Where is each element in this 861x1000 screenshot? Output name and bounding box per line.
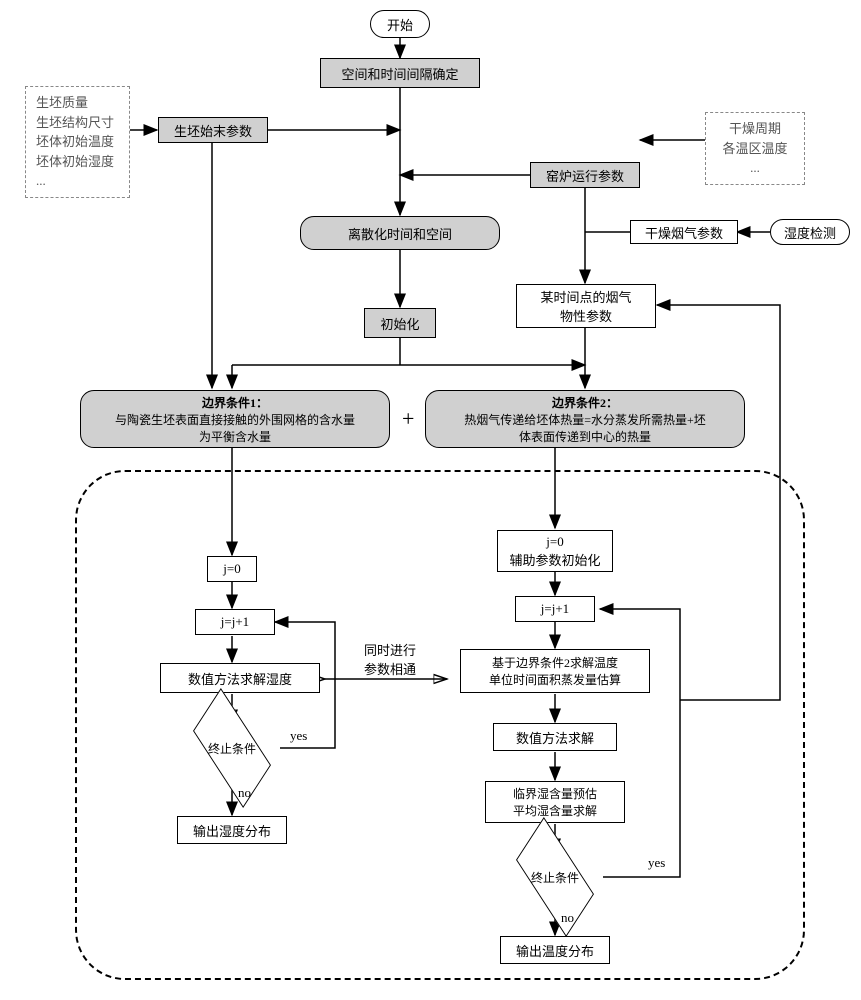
node-right-term: 终止条件 (510, 852, 600, 902)
bc1-title: 边界条件1： (202, 394, 268, 411)
node-right-numsolve: 数值方法求解 (493, 723, 617, 751)
annotation-right: 干燥周期 各温区温度 ... (705, 112, 805, 185)
ann-r1: 干燥周期 (716, 119, 794, 139)
node-flue-gas-params: 干燥烟气参数 (630, 220, 738, 244)
node-start: 开始 (370, 10, 430, 38)
node-left-solve: 数值方法求解湿度 (160, 663, 320, 693)
node-humidity-detect: 湿度检测 (770, 219, 850, 245)
node-bc2: 边界条件2： 热烟气传递给坯体热量=水分蒸发所需热量+坯 体表面传递到中心的热量 (425, 390, 745, 448)
node-green-params: 生坯始末参数 (158, 117, 268, 143)
node-init: 初始化 (364, 308, 436, 338)
node-right-j0: j=0 辅助参数初始化 (497, 530, 613, 572)
ann-l2: 生坯结构尺寸 (36, 113, 119, 133)
node-right-critical: 临界湿含量预估 平均湿含量求解 (485, 781, 625, 823)
ann-l1: 生坯质量 (36, 93, 119, 113)
ann-l5: ... (36, 171, 119, 191)
node-left-out: 输出湿度分布 (177, 816, 287, 844)
label-right-yes: yes (648, 855, 665, 871)
bc2-title: 边界条件2： (552, 394, 618, 411)
annotation-left: 生坯质量 生坯结构尺寸 坯体初始温度 坯体初始湿度 ... (25, 86, 130, 198)
label-left-no: no (238, 785, 251, 801)
ann-l4: 坯体初始湿度 (36, 152, 119, 172)
left-term-text: 终止条件 (187, 723, 277, 773)
right-term-text: 终止条件 (510, 852, 600, 902)
plus-symbol: + (402, 406, 414, 432)
ann-r2: 各温区温度 (716, 139, 794, 159)
node-space-time: 空间和时间间隔确定 (320, 58, 480, 88)
label-left-yes: yes (290, 728, 307, 744)
bc2-body: 热烟气传递给坯体热量=水分蒸发所需热量+坯 体表面传递到中心的热量 (464, 411, 706, 445)
node-bc1: 边界条件1： 与陶瓷生坯表面直接接触的外围网格的含水量 为平衡含水量 (80, 390, 390, 448)
node-right-jpp: j=j+1 (515, 596, 595, 622)
node-left-j0: j=0 (207, 556, 257, 582)
iteration-region (75, 470, 805, 980)
node-left-jpp: j=j+1 (195, 609, 275, 635)
node-left-term: 终止条件 (187, 723, 277, 773)
node-discretize: 离散化时间和空间 (300, 216, 500, 250)
ann-l3: 坯体初始温度 (36, 132, 119, 152)
node-right-out: 输出温度分布 (500, 936, 610, 964)
node-flue-gas-props: 某时间点的烟气 物性参数 (516, 284, 656, 328)
label-sync: 同时进行 参数相通 (350, 640, 430, 678)
ann-r3: ... (716, 158, 794, 178)
node-right-bc2solve: 基于边界条件2求解温度 单位时间面积蒸发量估算 (460, 649, 650, 693)
label-right-no: no (561, 910, 574, 926)
node-kiln-params: 窑炉运行参数 (530, 162, 640, 188)
bc1-body: 与陶瓷生坯表面直接接触的外围网格的含水量 为平衡含水量 (115, 411, 355, 445)
